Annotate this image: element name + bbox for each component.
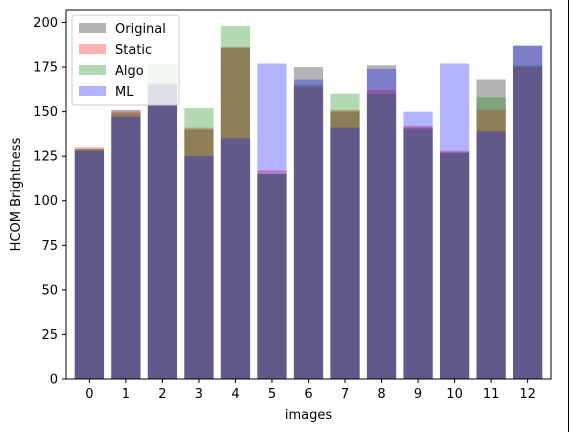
bar-original-7 xyxy=(330,111,360,380)
x-tick-label: 0 xyxy=(85,387,93,402)
bar-algo-9 xyxy=(403,129,433,379)
bar-original-8 xyxy=(366,65,397,379)
bar-algo-5 xyxy=(257,174,287,379)
bar-static-9 xyxy=(403,125,433,380)
x-tick-label: 9 xyxy=(414,387,422,402)
bar-ml-6 xyxy=(293,79,324,380)
bar-original-9 xyxy=(403,127,433,380)
bar-algo-7 xyxy=(330,93,360,379)
bar-static-10 xyxy=(439,150,470,379)
series-static xyxy=(74,47,543,380)
y-tick-label: 50 xyxy=(41,283,58,298)
x-tick-label: 7 xyxy=(341,387,349,402)
bar-algo-2 xyxy=(147,63,178,379)
legend-label-original: Original xyxy=(115,22,166,37)
x-tick-label: 10 xyxy=(446,387,463,402)
bar-ml-12 xyxy=(513,45,543,380)
series-original xyxy=(74,45,543,380)
bar-ml-11 xyxy=(476,131,506,379)
bar-static-3 xyxy=(184,127,214,380)
series-algo xyxy=(74,26,543,380)
bar-original-12 xyxy=(513,45,543,380)
y-tick-label: 150 xyxy=(33,105,58,120)
x-axis-ticks: 0 1 2 3 4 5 6 7 8 9 10 11 12 xyxy=(85,379,536,402)
x-axis-label: images xyxy=(285,408,332,423)
y-axis-label: HCOM Brightness xyxy=(9,137,24,251)
bar-original-1 xyxy=(111,109,141,379)
bar-static-11 xyxy=(476,109,506,379)
y-tick-label: 25 xyxy=(41,328,58,343)
x-tick-label: 2 xyxy=(158,387,166,402)
x-tick-label: 1 xyxy=(122,387,130,402)
x-tick-label: 8 xyxy=(377,387,385,402)
x-tick-label: 3 xyxy=(195,387,203,402)
bar-original-10 xyxy=(439,152,470,379)
bar-static-2 xyxy=(147,84,178,380)
bar-ml-9 xyxy=(403,111,433,380)
legend-swatch-original xyxy=(79,23,106,33)
bar-original-0 xyxy=(74,149,104,379)
bar-ml-7 xyxy=(330,127,360,380)
bar-original-6 xyxy=(293,67,324,379)
y-tick-label: 75 xyxy=(41,239,58,254)
bar-algo-6 xyxy=(293,84,324,380)
bar-static-6 xyxy=(293,86,324,380)
legend-swatch-ml xyxy=(79,86,106,96)
bar-ml-4 xyxy=(220,138,251,379)
bar-algo-8 xyxy=(366,93,397,379)
bar-static-0 xyxy=(74,147,104,379)
bar-static-4 xyxy=(220,47,251,380)
bar-static-7 xyxy=(330,109,360,379)
bar-algo-4 xyxy=(220,26,251,379)
legend-swatch-static xyxy=(79,44,106,54)
legend-box xyxy=(71,14,180,106)
y-axis-ticks: 0 25 50 75 100 125 150 175 200 xyxy=(33,16,66,388)
bar-algo-1 xyxy=(111,113,141,379)
bar-static-8 xyxy=(366,90,397,379)
bar-ml-1 xyxy=(111,116,141,380)
bar-ml-8 xyxy=(366,68,397,379)
bar-original-5 xyxy=(257,174,287,379)
legend-label-static: Static xyxy=(115,43,152,58)
bar-static-12 xyxy=(513,67,543,379)
y-tick-label: 175 xyxy=(33,61,58,76)
y-tick-label: 100 xyxy=(33,194,58,209)
bar-algo-11 xyxy=(476,97,506,379)
legend-swatch-algo xyxy=(79,65,106,75)
x-tick-label: 5 xyxy=(268,387,276,402)
y-tick-label: 0 xyxy=(50,373,58,388)
x-tick-label: 11 xyxy=(483,387,500,402)
bar-static-5 xyxy=(257,170,287,379)
bar-original-11 xyxy=(476,79,506,380)
x-tick-label: 6 xyxy=(304,387,312,402)
legend-label-ml: ML xyxy=(115,85,134,100)
bar-algo-10 xyxy=(439,152,470,379)
bar-algo-3 xyxy=(184,108,214,379)
bars-layer xyxy=(74,26,543,380)
bar-ml-3 xyxy=(184,156,214,379)
legend: Original Static Algo ML xyxy=(71,14,180,106)
y-tick-label: 200 xyxy=(33,16,58,31)
bar-ml-10 xyxy=(439,63,470,379)
bar-ml-2 xyxy=(147,84,178,380)
window-edge xyxy=(568,0,569,432)
bar-algo-12 xyxy=(513,65,543,379)
bar-ml-5 xyxy=(257,63,287,379)
legend-label-algo: Algo xyxy=(115,64,144,79)
bar-original-2 xyxy=(147,83,178,379)
bar-original-4 xyxy=(220,47,251,380)
bar-algo-0 xyxy=(74,149,104,379)
y-tick-label: 125 xyxy=(33,150,58,165)
bar-ml-0 xyxy=(74,150,104,379)
bar-static-1 xyxy=(111,111,141,380)
series-ml xyxy=(74,45,543,380)
bar-original-3 xyxy=(184,129,214,379)
x-tick-label: 4 xyxy=(231,387,239,402)
x-tick-label: 12 xyxy=(519,387,536,402)
